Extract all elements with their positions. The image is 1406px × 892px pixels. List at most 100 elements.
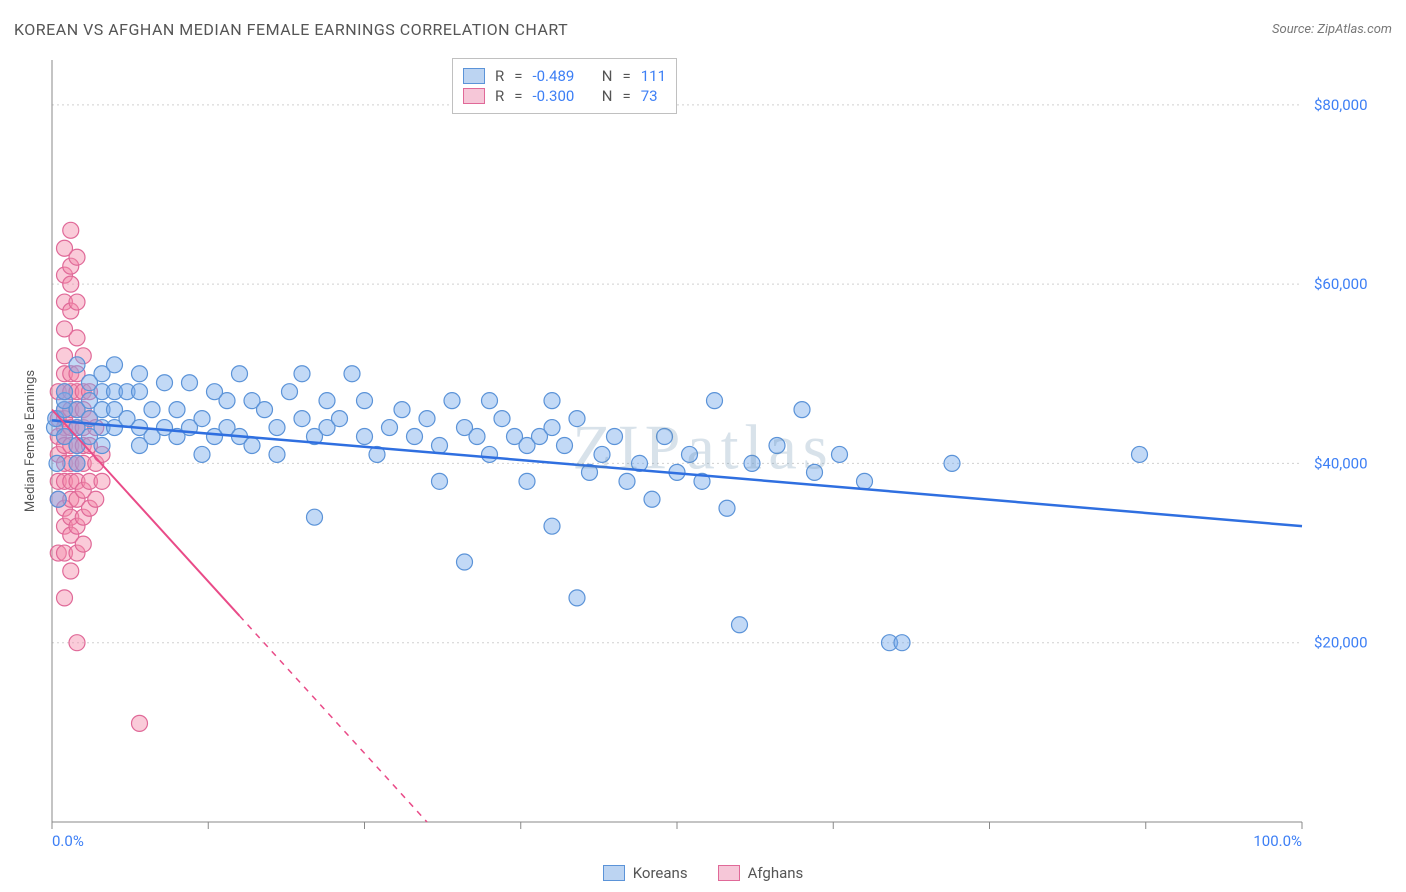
y-tick-label: $80,000 (1314, 96, 1368, 114)
data-point (469, 429, 485, 445)
data-point (269, 446, 285, 462)
data-point (357, 429, 373, 445)
data-point (444, 393, 460, 409)
data-point (494, 411, 510, 427)
data-point (457, 554, 473, 570)
stats-legend: R=-0.489 N=111R=-0.300 N=73 (452, 58, 677, 114)
data-point (769, 437, 785, 453)
data-point (794, 402, 810, 418)
data-point (194, 446, 210, 462)
data-point (719, 500, 735, 516)
n-label: N (602, 87, 613, 105)
data-point (232, 366, 248, 382)
data-point (707, 393, 723, 409)
data-point (169, 402, 185, 418)
data-point (382, 420, 398, 436)
legend-label: Koreans (633, 864, 688, 882)
data-point (69, 357, 85, 373)
data-point (432, 473, 448, 489)
legend-swatch (463, 88, 485, 104)
data-point (194, 411, 210, 427)
r-label: R (495, 67, 504, 85)
eq-symbol: = (514, 67, 522, 85)
data-point (732, 617, 748, 633)
data-point (544, 393, 560, 409)
data-point (69, 635, 85, 651)
data-point (744, 455, 760, 471)
data-point (944, 455, 960, 471)
chart-svg: $20,000$40,000$60,000$80,0000.0%100.0%Me… (14, 50, 1392, 852)
data-point (657, 429, 673, 445)
legend-swatch (718, 865, 740, 881)
data-point (644, 491, 660, 507)
trend-line (52, 420, 1302, 526)
data-point (419, 411, 435, 427)
data-point (132, 384, 148, 400)
r-value: -0.489 (532, 67, 574, 85)
data-point (63, 563, 79, 579)
r-label: R (495, 87, 504, 105)
data-point (69, 294, 85, 310)
series-legend: Koreans Afghans (0, 864, 1406, 882)
data-point (857, 473, 873, 489)
y-tick-label: $20,000 (1314, 634, 1368, 652)
data-point (394, 402, 410, 418)
data-point (269, 420, 285, 436)
x-max-label: 100.0% (1253, 832, 1302, 850)
data-point (132, 715, 148, 731)
y-axis-label: Median Female Earnings (23, 370, 38, 513)
data-point (569, 411, 585, 427)
legend-label: Afghans (748, 864, 804, 882)
n-value: 111 (641, 67, 666, 85)
legend-swatch (463, 68, 485, 84)
data-point (557, 437, 573, 453)
data-point (257, 402, 273, 418)
data-point (157, 375, 173, 391)
data-point (50, 491, 66, 507)
stats-legend-row: R=-0.300 N=73 (463, 87, 666, 105)
data-point (63, 222, 79, 238)
data-point (75, 536, 91, 552)
data-point (407, 429, 423, 445)
data-point (482, 393, 498, 409)
data-point (894, 635, 910, 651)
data-point (57, 590, 73, 606)
data-point (1132, 446, 1148, 462)
data-point (69, 249, 85, 265)
data-point (519, 473, 535, 489)
eq-symbol: = (514, 87, 522, 105)
data-point (544, 518, 560, 534)
data-point (63, 276, 79, 292)
data-point (432, 437, 448, 453)
data-point (69, 455, 85, 471)
data-point (294, 366, 310, 382)
data-point (607, 429, 623, 445)
data-point (94, 473, 110, 489)
data-point (107, 357, 123, 373)
data-point (807, 464, 823, 480)
data-point (144, 402, 160, 418)
y-tick-label: $60,000 (1314, 275, 1368, 293)
data-point (332, 411, 348, 427)
legend-item: Koreans (603, 864, 688, 882)
data-point (344, 366, 360, 382)
data-point (594, 446, 610, 462)
chart-container: $20,000$40,000$60,000$80,0000.0%100.0%Me… (14, 50, 1392, 852)
data-point (282, 384, 298, 400)
y-tick-label: $40,000 (1314, 454, 1368, 472)
legend-swatch (603, 865, 625, 881)
trend-line-dashed (240, 616, 428, 822)
data-point (682, 446, 698, 462)
data-point (482, 446, 498, 462)
title-bar: KOREAN VS AFGHAN MEDIAN FEMALE EARNINGS … (14, 20, 1392, 39)
data-point (294, 411, 310, 427)
eq-symbol: = (622, 67, 630, 85)
legend-item: Afghans (718, 864, 804, 882)
plot-area: $20,000$40,000$60,000$80,0000.0%100.0%Me… (23, 60, 1368, 850)
data-point (244, 437, 260, 453)
data-point (619, 473, 635, 489)
data-point (544, 420, 560, 436)
n-label: N (602, 67, 613, 85)
source-label: Source: ZipAtlas.com (1272, 22, 1392, 37)
stats-legend-row: R = -0.489 N = 111 (463, 67, 666, 85)
